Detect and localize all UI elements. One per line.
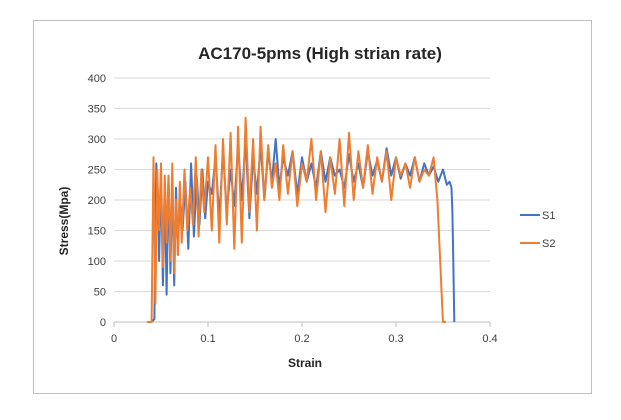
y-tick-label: 200 bbox=[88, 195, 106, 207]
series-line-s2 bbox=[146, 116, 446, 323]
x-tick-label: 0.1 bbox=[200, 333, 215, 345]
chart-plot: AC170-5pms (High strian rate) 0 50 100 150 2… bbox=[57, 44, 555, 370]
y-tick-label: 350 bbox=[88, 104, 106, 116]
chart-frame: AC170-5pms (High strian rate) 0 50 100 150 2… bbox=[33, 20, 592, 394]
x-tick-label: 0 bbox=[111, 333, 117, 345]
y-tick-labels: 0 50 100 150 200 250 300 350 400 bbox=[88, 73, 106, 329]
x-tick-label: 0.3 bbox=[388, 333, 403, 345]
y-axis-title: Stress(Mpa) bbox=[57, 187, 71, 256]
y-tick-label: 0 bbox=[100, 317, 106, 329]
legend: S1 S2 bbox=[520, 210, 555, 250]
x-tick-labels: 0 0.1 0.2 0.3 0.4 bbox=[111, 333, 498, 345]
y-tick-label: 150 bbox=[88, 226, 106, 238]
series-lines bbox=[146, 116, 456, 323]
y-tick-label: 300 bbox=[88, 134, 106, 146]
y-tick-label: 100 bbox=[88, 256, 106, 268]
x-tick-label: 0.4 bbox=[482, 333, 497, 345]
legend-label-s2: S2 bbox=[542, 238, 555, 250]
y-tick-label: 50 bbox=[94, 287, 106, 299]
axes bbox=[113, 321, 491, 327]
y-tick-label: 400 bbox=[88, 73, 106, 85]
x-axis-title: Strain bbox=[288, 356, 322, 370]
chart-title: AC170-5pms (High strian rate) bbox=[198, 44, 442, 63]
x-tick-label: 0.2 bbox=[294, 333, 309, 345]
y-tick-label: 250 bbox=[88, 165, 106, 177]
legend-label-s1: S1 bbox=[542, 210, 555, 222]
